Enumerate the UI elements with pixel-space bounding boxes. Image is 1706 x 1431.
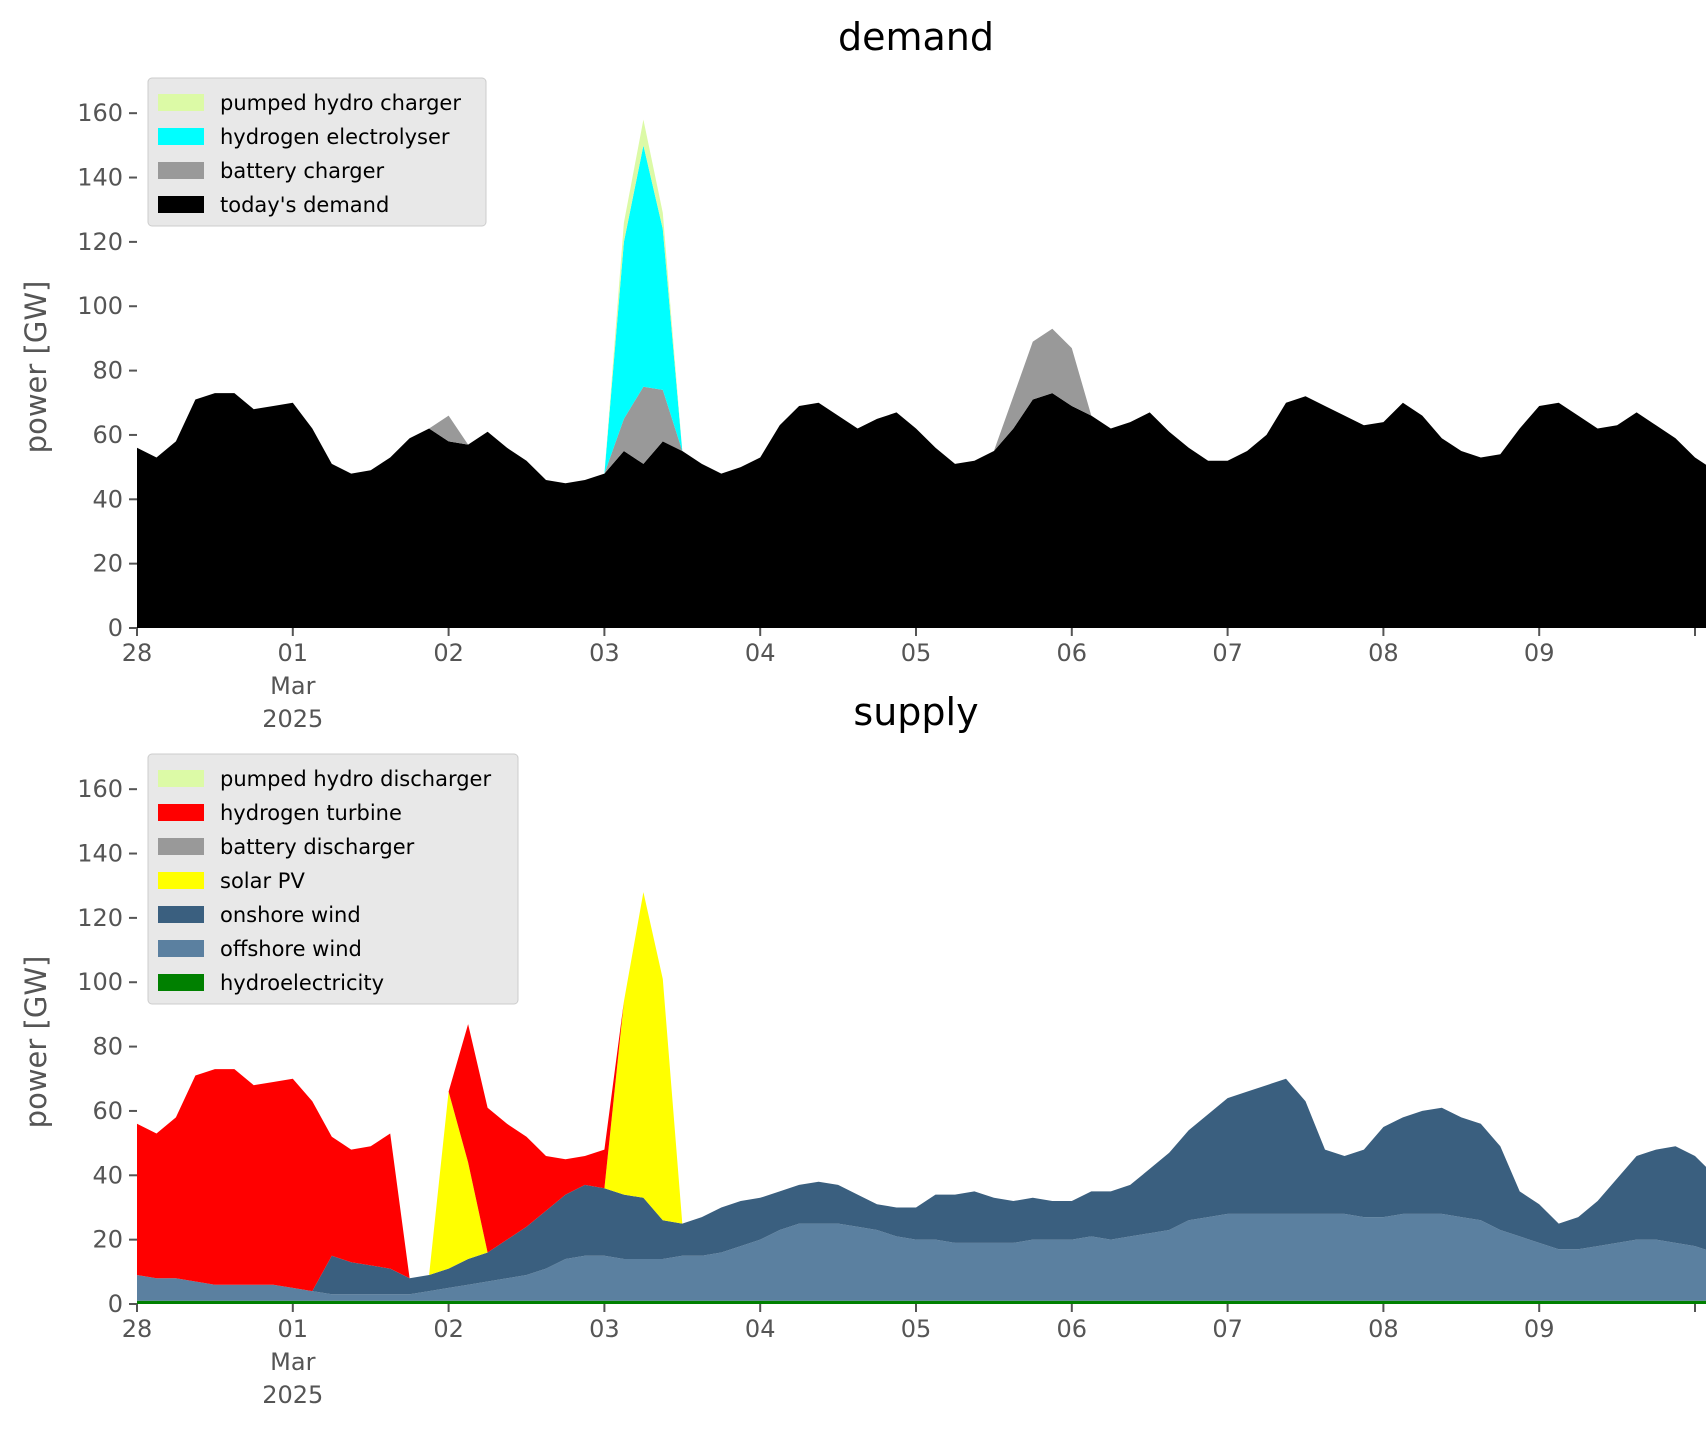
y-tick-label: 60: [92, 421, 123, 449]
demand-chart: demand power [GW] 020406080100120140160 …: [19, 15, 1706, 733]
area-onshore-wind: [137, 1078, 1706, 1295]
x-tick-label: 04: [745, 639, 776, 667]
legend-swatch-battery-discharger: [158, 838, 204, 855]
y-tick-label: 0: [108, 1290, 123, 1318]
y-tick-label: 40: [92, 485, 123, 513]
area-hydrogen-turbine: [137, 892, 1706, 1292]
demand-x-ticks: 28 01 Mar 2025 02 03 04 05 06 07 08 09: [122, 628, 1696, 733]
y-tick-label: 140: [77, 840, 123, 868]
x-tick-label: 28: [122, 639, 153, 667]
legend-label-battery-charger: battery charger: [220, 159, 385, 183]
legend-label-hydrogen-turbine: hydrogen turbine: [220, 801, 402, 825]
supply-plot-area: [137, 892, 1706, 1304]
x-tick-label: 08: [1368, 639, 1399, 667]
x-tick-label: 28: [122, 1315, 153, 1343]
legend-swatch-battery-charger: [158, 162, 204, 179]
x-tick-label: 01: [278, 639, 309, 667]
y-tick-label: 80: [92, 1033, 123, 1061]
supply-y-ticks: 0 20 40 60 80 100 120 140 160: [77, 775, 137, 1318]
legend-label-today-s-demand: today's demand: [220, 193, 389, 217]
legend-swatch-onshore-wind: [158, 906, 204, 923]
x-tick-label: 02: [433, 1315, 464, 1343]
x-tick-label: 2025: [262, 1381, 323, 1409]
legend-swatch-today-s-demand: [158, 196, 204, 213]
x-tick-label: 03: [589, 639, 620, 667]
legend-label-hydrogen-electrolyser: hydrogen electrolyser: [220, 125, 450, 149]
legend-label-pumped-hydro-discharger: pumped hydro discharger: [220, 767, 491, 791]
legend-swatch-hydrogen-turbine: [158, 804, 204, 821]
area-hydroelectricity: [137, 1300, 1706, 1304]
legend-swatch-hydroelectricity: [158, 974, 204, 991]
x-tick-label: 09: [1524, 639, 1555, 667]
x-tick-label: 05: [901, 639, 932, 667]
legend-label-battery-discharger: battery discharger: [220, 835, 415, 859]
legend-label-onshore-wind: onshore wind: [220, 903, 361, 927]
legend-box: [147, 753, 519, 1005]
demand-chart-title: demand: [838, 15, 994, 59]
demand-y-ticks: 0 20 40 60 80 100 120 140 160: [77, 99, 137, 642]
supply-legend: pumped hydro discharger hydrogen turbine b…: [147, 753, 519, 1005]
supply-x-ticks: 28 01 Mar 2025 02 03 04 05 06 07 08 09: [122, 1304, 1696, 1409]
area-offshore-wind: [137, 1213, 1706, 1301]
x-tick-label: 01: [278, 1315, 309, 1343]
x-tick-label: 08: [1368, 1315, 1399, 1343]
x-tick-label: Mar: [270, 672, 315, 700]
demand-legend: pumped hydro charger hydrogen electrolyse…: [147, 77, 487, 227]
x-tick-label: 06: [1057, 1315, 1088, 1343]
x-tick-label: 04: [745, 1315, 776, 1343]
y-tick-label: 40: [92, 1161, 123, 1189]
legend-label-solar-pv: solar PV: [220, 869, 305, 893]
supply-chart: supply power [GW] 020406080100120140160 …: [19, 690, 1706, 1409]
demand-y-axis-label: power [GW]: [19, 281, 53, 454]
y-tick-label: 20: [92, 1226, 123, 1254]
legend-label-pumped-hydro-charger: pumped hydro charger: [220, 91, 461, 115]
x-tick-label: 2025: [262, 705, 323, 733]
x-tick-label: 02: [433, 639, 464, 667]
y-tick-label: 0: [108, 614, 123, 642]
legend-box: [147, 77, 487, 227]
y-tick-label: 120: [77, 904, 123, 932]
y-tick-label: 100: [77, 292, 123, 320]
supply-y-axis-label: power [GW]: [19, 956, 53, 1129]
area-today-s-demand: [137, 393, 1706, 628]
legend-label-hydroelectricity: hydroelectricity: [220, 971, 384, 995]
x-tick-label: 03: [589, 1315, 620, 1343]
x-tick-label: 07: [1212, 1315, 1243, 1343]
y-tick-label: 80: [92, 357, 123, 385]
y-tick-label: 100: [77, 968, 123, 996]
y-tick-label: 120: [77, 228, 123, 256]
y-tick-label: 140: [77, 164, 123, 192]
legend-swatch-offshore-wind: [158, 940, 204, 957]
y-tick-label: 160: [77, 99, 123, 127]
legend-swatch-hydrogen-electrolyser: [158, 128, 204, 145]
legend-swatch-pumped-hydro-charger: [158, 94, 204, 111]
x-tick-label: 05: [901, 1315, 932, 1343]
legend-label-offshore-wind: offshore wind: [220, 937, 362, 961]
y-tick-label: 20: [92, 550, 123, 578]
x-tick-label: Mar: [270, 1348, 315, 1376]
legend-swatch-solar-pv: [158, 872, 204, 889]
x-tick-label: 07: [1212, 639, 1243, 667]
y-tick-label: 60: [92, 1097, 123, 1125]
legend-swatch-pumped-hydro-discharger: [158, 770, 204, 787]
x-tick-label: 06: [1057, 639, 1088, 667]
x-tick-label: 09: [1524, 1315, 1555, 1343]
supply-chart-title: supply: [853, 690, 978, 734]
y-tick-label: 160: [77, 775, 123, 803]
demand-plot-area: [137, 119, 1706, 628]
